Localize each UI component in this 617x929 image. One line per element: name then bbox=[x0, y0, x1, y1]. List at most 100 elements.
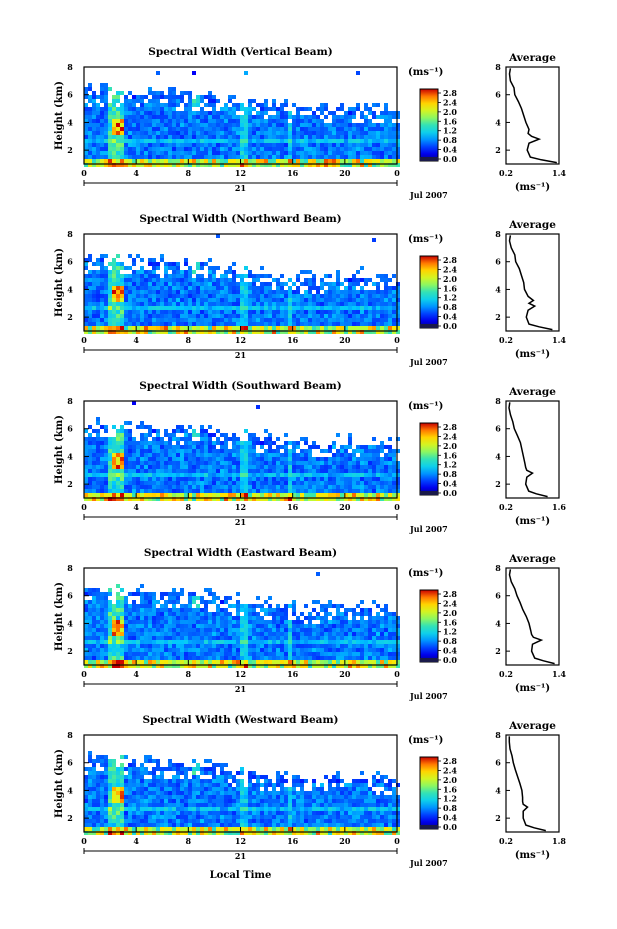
heatmap-cell bbox=[356, 163, 360, 167]
heatmap-cell bbox=[148, 616, 152, 620]
heatmap-cell bbox=[108, 600, 112, 604]
heatmap-cell bbox=[96, 119, 100, 123]
heatmap-cell bbox=[104, 310, 108, 314]
heatmap-cell bbox=[368, 457, 372, 461]
heatmap-cell bbox=[296, 330, 300, 334]
heatmap-cell bbox=[200, 453, 204, 457]
heatmap-cell bbox=[156, 274, 160, 278]
heatmap-cell bbox=[316, 636, 320, 640]
heatmap-cell bbox=[232, 298, 236, 302]
heatmap-cell bbox=[204, 493, 208, 497]
heatmap-cell bbox=[344, 469, 348, 473]
heatmap-cell bbox=[128, 445, 132, 449]
heatmap-cell bbox=[300, 461, 304, 465]
heatmap-cell bbox=[124, 326, 128, 330]
heatmap-cell bbox=[200, 449, 204, 453]
heatmap-cell bbox=[196, 99, 200, 103]
heatmap-cell bbox=[192, 624, 196, 628]
heatmap-cell bbox=[132, 131, 136, 135]
heatmap-cell bbox=[244, 457, 248, 461]
heatmap-cell bbox=[88, 143, 92, 147]
heatmap-cell bbox=[328, 318, 332, 322]
heatmap-cell bbox=[244, 326, 248, 330]
heatmap-cell bbox=[96, 107, 100, 111]
heatmap-cell bbox=[248, 652, 252, 656]
heatmap-cell bbox=[340, 310, 344, 314]
heatmap-cell bbox=[108, 652, 112, 656]
heatmap-cell bbox=[364, 318, 368, 322]
heatmap-cell bbox=[280, 477, 284, 481]
heatmap-cell bbox=[160, 163, 164, 167]
heatmap-cell bbox=[148, 445, 152, 449]
heatmap-cell bbox=[104, 298, 108, 302]
heatmap-cell bbox=[292, 449, 296, 453]
heatmap-cell bbox=[100, 481, 104, 485]
heatmap-cell bbox=[388, 465, 392, 469]
heatmap-cell bbox=[396, 473, 400, 477]
heatmap-cell bbox=[236, 469, 240, 473]
heatmap-cell bbox=[172, 596, 176, 600]
heatmap-cell bbox=[172, 588, 176, 592]
heatmap-cell bbox=[248, 302, 252, 306]
heatmap-cell bbox=[384, 139, 388, 143]
heatmap-cell bbox=[140, 103, 144, 107]
heatmap-cell bbox=[392, 322, 396, 326]
heatmap-cell bbox=[132, 310, 136, 314]
heatmap-cell bbox=[184, 131, 188, 135]
heatmap-cell bbox=[268, 660, 272, 664]
heatmap-cell bbox=[88, 489, 92, 493]
heatmap-cell bbox=[200, 99, 204, 103]
heatmap-cell bbox=[144, 497, 148, 501]
heatmap-cell bbox=[324, 318, 328, 322]
heatmap-cell bbox=[268, 493, 272, 497]
heatmap-cell bbox=[304, 652, 308, 656]
heatmap-cell bbox=[84, 95, 88, 99]
heatmap-cell bbox=[92, 91, 96, 95]
heatmap-cell bbox=[124, 302, 128, 306]
heatmap-cell bbox=[92, 473, 96, 477]
heatmap-cell bbox=[116, 286, 120, 290]
heatmap-cell bbox=[364, 278, 368, 282]
heatmap-cell bbox=[140, 461, 144, 465]
heatmap-cell bbox=[124, 461, 128, 465]
heatmap-cell bbox=[368, 278, 372, 282]
heatmap-cell bbox=[260, 628, 264, 632]
heatmap-cell bbox=[136, 151, 140, 155]
heatmap-cell bbox=[292, 457, 296, 461]
heatmap-cell bbox=[308, 640, 312, 644]
heatmap-cell bbox=[92, 469, 96, 473]
heatmap-cell bbox=[260, 318, 264, 322]
heatmap-cell bbox=[384, 163, 388, 167]
heatmap-cell bbox=[192, 636, 196, 640]
heatmap-cell bbox=[92, 159, 96, 163]
heatmap-cell bbox=[224, 600, 228, 604]
heatmap-cell bbox=[284, 282, 288, 286]
heatmap-cell bbox=[132, 258, 136, 262]
heatmap-cell bbox=[344, 302, 348, 306]
heatmap-cell bbox=[180, 660, 184, 664]
heatmap-cell bbox=[212, 461, 216, 465]
heatmap-cell bbox=[100, 624, 104, 628]
heatmap-cell bbox=[196, 433, 200, 437]
heatmap-cell bbox=[160, 95, 164, 99]
heatmap-cell bbox=[116, 290, 120, 294]
heatmap-cell bbox=[252, 461, 256, 465]
heatmap-cell bbox=[316, 147, 320, 151]
heatmap-cell bbox=[144, 294, 148, 298]
heatmap-cell bbox=[140, 616, 144, 620]
heatmap-cell bbox=[220, 620, 224, 624]
heatmap-cell bbox=[88, 437, 92, 441]
heatmap-cell bbox=[156, 282, 160, 286]
heatmap-cell bbox=[296, 648, 300, 652]
heatmap-cell bbox=[148, 628, 152, 632]
heatmap-cell bbox=[84, 600, 88, 604]
heatmap-cell bbox=[200, 600, 204, 604]
heatmap-cell bbox=[140, 445, 144, 449]
heatmap-cell bbox=[136, 620, 140, 624]
heatmap-cell bbox=[240, 119, 244, 123]
heatmap-cell bbox=[216, 123, 220, 127]
heatmap-cell bbox=[152, 266, 156, 270]
heatmap-cell bbox=[276, 620, 280, 624]
heatmap-cell bbox=[392, 306, 396, 310]
heatmap-cell bbox=[260, 103, 264, 107]
